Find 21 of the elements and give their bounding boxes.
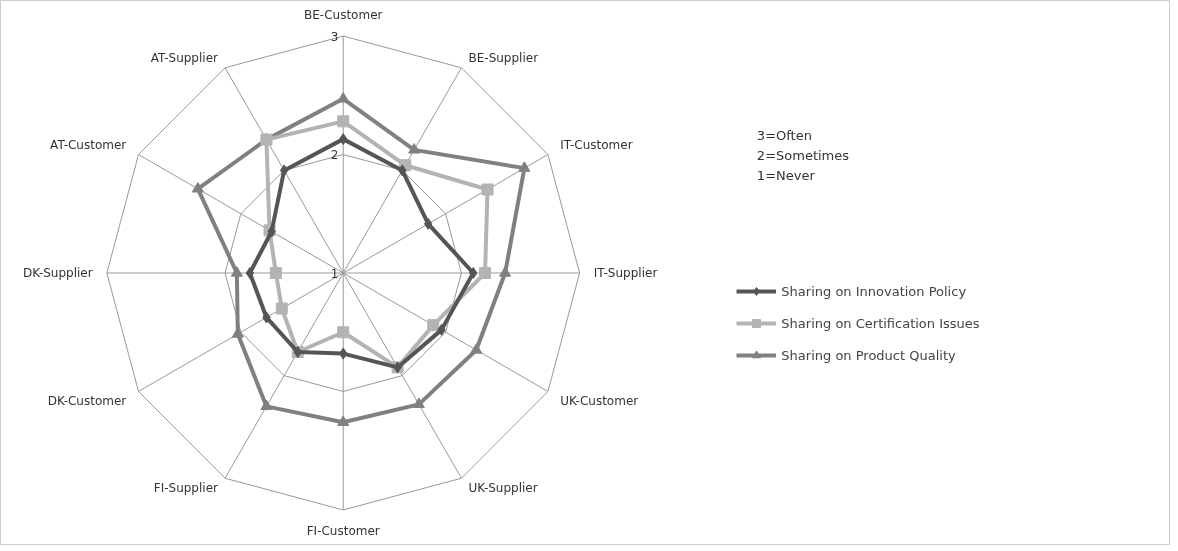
- legend-label: Sharing on Innovation Policy: [781, 283, 967, 299]
- y-tick-label: 1: [330, 266, 339, 281]
- text: 1=Never: [756, 168, 816, 184]
- y-tick-label: 3: [330, 29, 339, 44]
- text: 3=Often: [756, 128, 812, 144]
- text: 2=Sometimes: [756, 148, 850, 164]
- spoke-label: FI-Customer: [306, 524, 380, 539]
- y-tick-label: 2: [330, 148, 339, 163]
- spoke-label: DK-Supplier: [23, 266, 93, 280]
- spoke-label: BE-Customer: [304, 7, 383, 22]
- spoke-label: IT-Supplier: [593, 266, 658, 280]
- legend-label: Sharing on Product Quality: [781, 347, 956, 363]
- spoke-label: AT-Supplier: [150, 51, 219, 66]
- spoke-label: IT-Customer: [560, 138, 633, 153]
- spoke-label: FI-Supplier: [153, 480, 219, 495]
- spoke-label: AT-Customer: [50, 138, 127, 153]
- spoke-label: DK-Customer: [47, 393, 127, 408]
- spoke-label: UK-Customer: [560, 393, 639, 408]
- spoke-label: BE-Supplier: [468, 51, 539, 66]
- spoke-label: UK-Supplier: [468, 480, 538, 495]
- legend-label: Sharing on Certification Issues: [781, 315, 980, 331]
